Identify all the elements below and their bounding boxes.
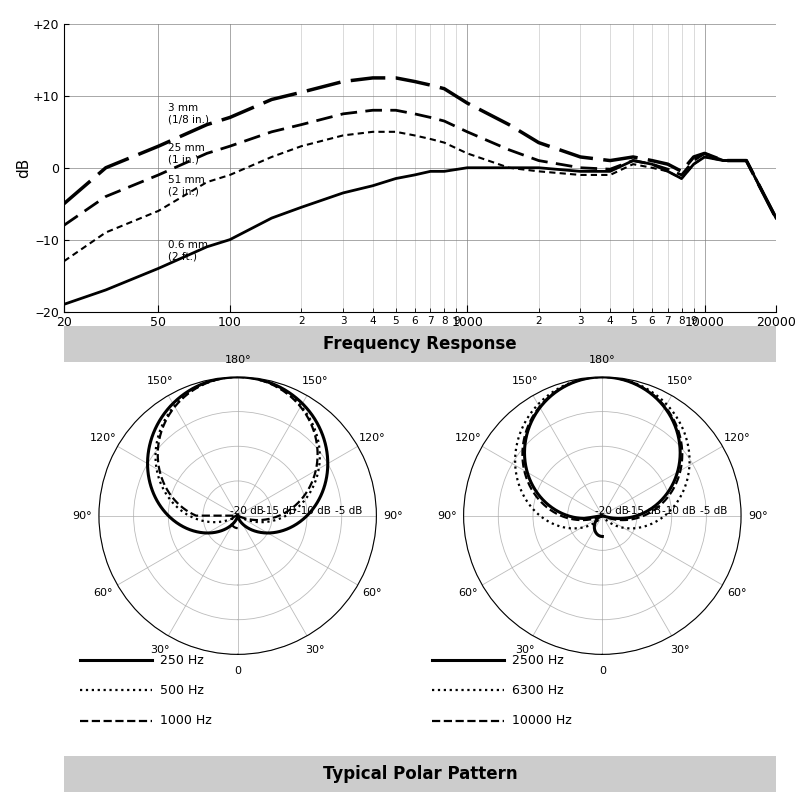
Text: 10000 Hz: 10000 Hz [512, 714, 572, 727]
Text: 180°: 180° [589, 355, 616, 366]
Text: 60°: 60° [458, 588, 478, 598]
Text: 150°: 150° [511, 376, 538, 386]
Text: 60°: 60° [362, 588, 382, 598]
Text: 120°: 120° [90, 433, 117, 443]
Text: -10 dB: -10 dB [662, 506, 695, 516]
Text: 51 mm
(2 in.): 51 mm (2 in.) [168, 175, 205, 197]
Text: -20 dB: -20 dB [230, 506, 264, 516]
Text: 30°: 30° [515, 646, 534, 655]
Text: 25 mm
(1 in.): 25 mm (1 in.) [168, 142, 205, 164]
Text: 60°: 60° [727, 588, 746, 598]
Text: 30°: 30° [670, 646, 690, 655]
Text: 60°: 60° [94, 588, 113, 598]
X-axis label: Hz: Hz [410, 334, 430, 351]
Text: 90°: 90° [748, 510, 767, 521]
Text: 90°: 90° [437, 510, 457, 521]
Text: -15 dB: -15 dB [262, 506, 296, 516]
Text: 250 Hz: 250 Hz [160, 654, 204, 666]
Text: 150°: 150° [146, 376, 174, 386]
Text: 6300 Hz: 6300 Hz [512, 684, 564, 697]
Text: 2500 Hz: 2500 Hz [512, 654, 564, 666]
Text: 150°: 150° [302, 376, 329, 386]
Y-axis label: dB: dB [16, 158, 31, 178]
Text: 120°: 120° [359, 433, 386, 443]
Text: 180°: 180° [224, 355, 251, 366]
Text: 0.6 mm
(2 ft.): 0.6 mm (2 ft.) [168, 240, 208, 262]
Text: Typical Polar Pattern: Typical Polar Pattern [322, 765, 518, 782]
Text: -15 dB: -15 dB [627, 506, 661, 516]
Text: 500 Hz: 500 Hz [160, 684, 204, 697]
Text: 30°: 30° [150, 646, 170, 655]
Text: 3 mm
(1/8 in.): 3 mm (1/8 in.) [168, 103, 210, 125]
Text: 30°: 30° [306, 646, 325, 655]
Text: Frequency Response: Frequency Response [323, 335, 517, 354]
Text: -10 dB: -10 dB [297, 506, 331, 516]
Text: -20 dB: -20 dB [595, 506, 629, 516]
Text: 1000 Hz: 1000 Hz [160, 714, 212, 727]
Text: 120°: 120° [454, 433, 481, 443]
Text: 90°: 90° [73, 510, 92, 521]
Text: -5 dB: -5 dB [335, 506, 362, 516]
Text: 0: 0 [234, 666, 241, 676]
Text: 120°: 120° [723, 433, 750, 443]
Text: 0: 0 [599, 666, 606, 676]
Text: 150°: 150° [666, 376, 694, 386]
Text: 90°: 90° [383, 510, 403, 521]
Text: -5 dB: -5 dB [700, 506, 727, 516]
